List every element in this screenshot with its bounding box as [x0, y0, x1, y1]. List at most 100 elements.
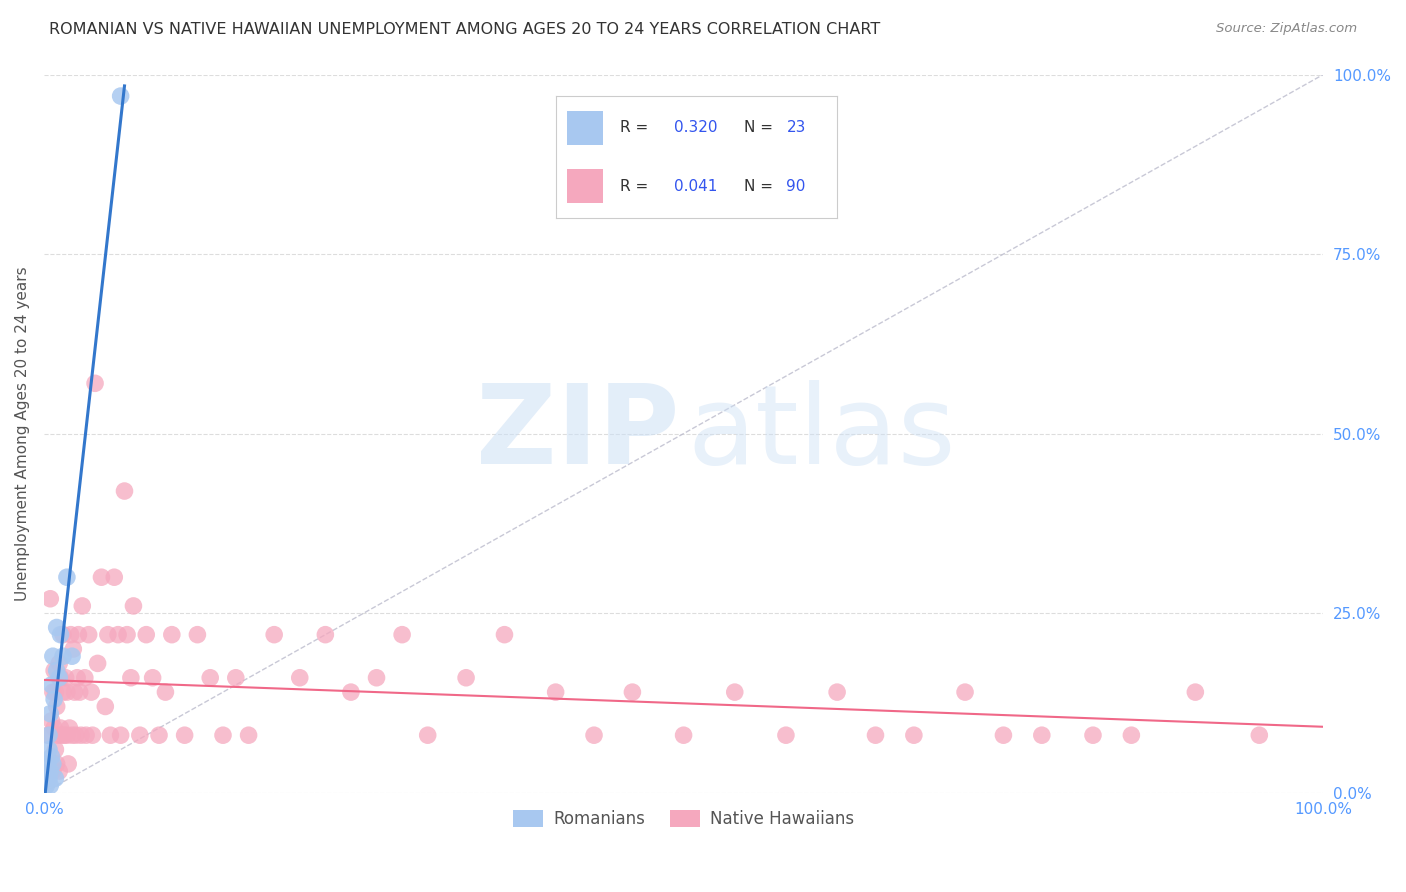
Point: [56, 685, 79, 699]
Point: [38, 728, 60, 742]
Point: [53, 728, 76, 742]
Point: [58, 756, 80, 771]
Text: Source: ZipAtlas.com: Source: ZipAtlas.com: [1216, 22, 1357, 36]
Point: [49, 628, 72, 642]
Point: [120, 671, 142, 685]
Point: [39, 779, 62, 793]
Point: [314, 628, 336, 642]
Point: [90, 570, 112, 584]
Point: [46, 728, 69, 742]
Point: [37, 728, 59, 742]
Point: [110, 89, 132, 103]
Point: [56, 728, 79, 742]
Point: [94, 699, 117, 714]
Point: [142, 671, 165, 685]
Point: [494, 628, 516, 642]
Point: [100, 728, 122, 742]
Point: [97, 628, 120, 642]
Point: [82, 728, 104, 742]
Text: ROMANIAN VS NATIVE HAWAIIAN UNEMPLOYMENT AMONG AGES 20 TO 24 YEARS CORRELATION C: ROMANIAN VS NATIVE HAWAIIAN UNEMPLOYMENT…: [49, 22, 880, 37]
Point: [288, 671, 311, 685]
Legend: Romanians, Native Hawaiians: Romanians, Native Hawaiians: [506, 803, 860, 835]
Point: [110, 728, 132, 742]
Point: [238, 728, 260, 742]
Point: [42, 756, 65, 771]
Point: [122, 599, 145, 613]
Point: [103, 570, 125, 584]
Point: [59, 628, 82, 642]
Point: [44, 742, 66, 756]
Point: [73, 671, 96, 685]
Point: [775, 728, 797, 742]
Point: [225, 671, 247, 685]
Point: [45, 756, 67, 771]
Point: [42, 721, 65, 735]
Point: [48, 671, 70, 685]
Point: [77, 628, 100, 642]
Point: [42, 764, 65, 778]
Point: [366, 671, 388, 685]
Point: [44, 685, 66, 699]
Point: [37, 756, 59, 771]
Point: [724, 685, 747, 699]
Point: [67, 628, 90, 642]
Point: [75, 728, 97, 742]
Point: [63, 685, 86, 699]
Point: [42, 664, 65, 678]
Point: [48, 657, 70, 671]
Point: [953, 685, 976, 699]
Point: [49, 671, 72, 685]
Point: [148, 728, 170, 742]
Point: [454, 671, 477, 685]
Point: [1081, 728, 1104, 742]
Point: [39, 706, 62, 721]
Y-axis label: Unemployment Among Ages 20 to 24 years: Unemployment Among Ages 20 to 24 years: [15, 267, 30, 601]
Point: [340, 685, 363, 699]
Point: [39, 764, 62, 778]
Point: [582, 728, 605, 742]
Point: [51, 728, 73, 742]
Point: [37, 772, 59, 786]
Point: [44, 772, 66, 786]
Point: [41, 749, 63, 764]
Point: [80, 685, 103, 699]
Point: [48, 764, 70, 778]
Point: [52, 628, 75, 642]
Point: [41, 678, 63, 692]
Point: [65, 728, 87, 742]
Point: [52, 649, 75, 664]
Point: [621, 685, 644, 699]
Point: [49, 721, 72, 735]
Point: [84, 376, 107, 391]
Point: [993, 728, 1015, 742]
Text: ZIP: ZIP: [477, 380, 679, 487]
Point: [1249, 728, 1271, 742]
Point: [544, 685, 567, 699]
Point: [38, 742, 60, 756]
Point: [42, 649, 65, 664]
Point: [672, 728, 695, 742]
Point: [173, 728, 195, 742]
Point: [128, 728, 150, 742]
Point: [45, 620, 67, 634]
Point: [115, 628, 138, 642]
Point: [45, 664, 67, 678]
Point: [416, 728, 439, 742]
Point: [72, 599, 94, 613]
Point: [66, 671, 89, 685]
Point: [35, 779, 58, 793]
Point: [1031, 728, 1053, 742]
Point: [60, 649, 83, 664]
Point: [86, 657, 108, 671]
Point: [70, 728, 93, 742]
Point: [39, 591, 62, 606]
Point: [155, 685, 177, 699]
Point: [825, 685, 848, 699]
Point: [60, 728, 83, 742]
Point: [42, 692, 65, 706]
Point: [58, 721, 80, 735]
Point: [903, 728, 925, 742]
Point: [263, 628, 285, 642]
Point: [107, 628, 129, 642]
Point: [38, 772, 60, 786]
